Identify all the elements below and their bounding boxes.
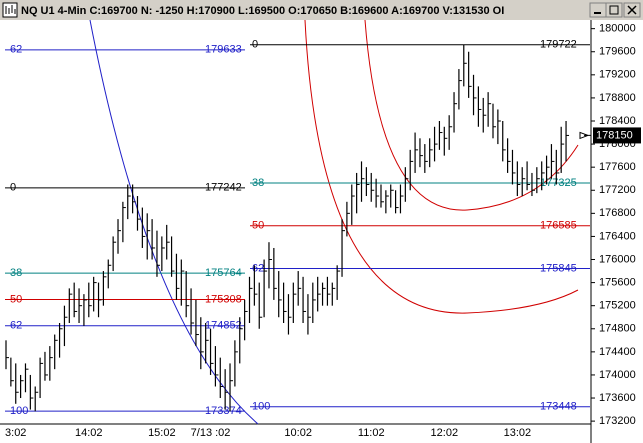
fib-level-name: 100 — [252, 401, 270, 413]
maximize-glyph — [609, 5, 619, 15]
fib-level-name: 38 — [10, 267, 22, 279]
y-tick-label: 179200 — [599, 69, 636, 81]
fib-level-name: 0 — [252, 39, 258, 51]
y-tick-label: 175200 — [599, 300, 636, 312]
y-tick-label: 174000 — [599, 369, 636, 381]
y-tick-label: 178400 — [599, 115, 636, 127]
fib-level-value: 173374 — [205, 405, 242, 417]
x-tick-label: 13:02 — [504, 427, 532, 439]
gann-arc — [364, 19, 579, 211]
x-tick-label: 15:02 — [148, 427, 176, 439]
fib-level-value: 176585 — [540, 220, 577, 232]
window-icon-glyph — [5, 5, 16, 14]
y-tick-label: 176800 — [599, 207, 636, 219]
y-tick-label: 176400 — [599, 230, 636, 242]
gann-arc — [304, 19, 579, 314]
fib-level-name: 100 — [10, 405, 28, 417]
last-price-box — [593, 127, 641, 144]
y-tick-label: 177600 — [599, 161, 636, 173]
last-price-arrow — [579, 131, 591, 140]
x-tick-label: 7/13 :02 — [191, 427, 231, 439]
close-glyph — [627, 5, 637, 15]
y-tick-label: 179600 — [599, 46, 636, 58]
fib-level-value: 175845 — [540, 262, 577, 274]
fib-level-name: 62 — [10, 44, 22, 56]
fib-level-value: 179722 — [540, 39, 577, 51]
fib-level-name: 62 — [10, 320, 22, 332]
fib-level-name: 50 — [252, 220, 264, 232]
fib-level-value: 177242 — [205, 182, 242, 194]
x-tick-label: 10:02 — [284, 427, 312, 439]
fib-level-name: 50 — [10, 293, 22, 305]
y-tick-label: 174800 — [599, 323, 636, 335]
plot-area — [0, 20, 591, 443]
fib-level-value: 175308 — [205, 293, 242, 305]
y-tick-label: 174400 — [599, 346, 636, 358]
fib-level-value: 174852 — [205, 320, 242, 332]
y-tick-label: 177200 — [599, 184, 636, 196]
fib-level-name: 62 — [252, 262, 264, 274]
x-tick-label: 3:02 — [5, 427, 26, 439]
last-price-label: 178150 — [596, 129, 633, 141]
y-tick-label: 173600 — [599, 392, 636, 404]
fib-level-name: 0 — [10, 182, 16, 194]
fib-level-value: 173448 — [540, 401, 577, 413]
fib-level-value: 179633 — [205, 44, 242, 56]
y-tick-label: 178800 — [599, 92, 636, 104]
fib-level-value: 177325 — [540, 177, 577, 189]
fib-level-name: 38 — [252, 177, 264, 189]
y-tick-label: 176000 — [599, 253, 636, 265]
title-bar — [0, 0, 643, 20]
y-tick-label: 173200 — [599, 415, 636, 427]
x-tick-label: 12:02 — [431, 427, 459, 439]
minimize-button[interactable] — [589, 2, 607, 18]
y-tick-label: 180000 — [599, 23, 636, 35]
x-tick-label: 11:02 — [358, 427, 385, 439]
maximize-button[interactable] — [605, 2, 623, 18]
chart-layer: 62 179633 0 177242 38 175764 50 175308 62 174852 1… — [5, 39, 590, 417]
x-tick-label: 14:02 — [75, 427, 103, 439]
chart-title: NQ U1 4-Min C:169700 N: -1250 H:170900 L… — [21, 5, 504, 17]
y-tick-label: 175600 — [599, 277, 636, 289]
fib-level-value: 175764 — [205, 267, 242, 279]
